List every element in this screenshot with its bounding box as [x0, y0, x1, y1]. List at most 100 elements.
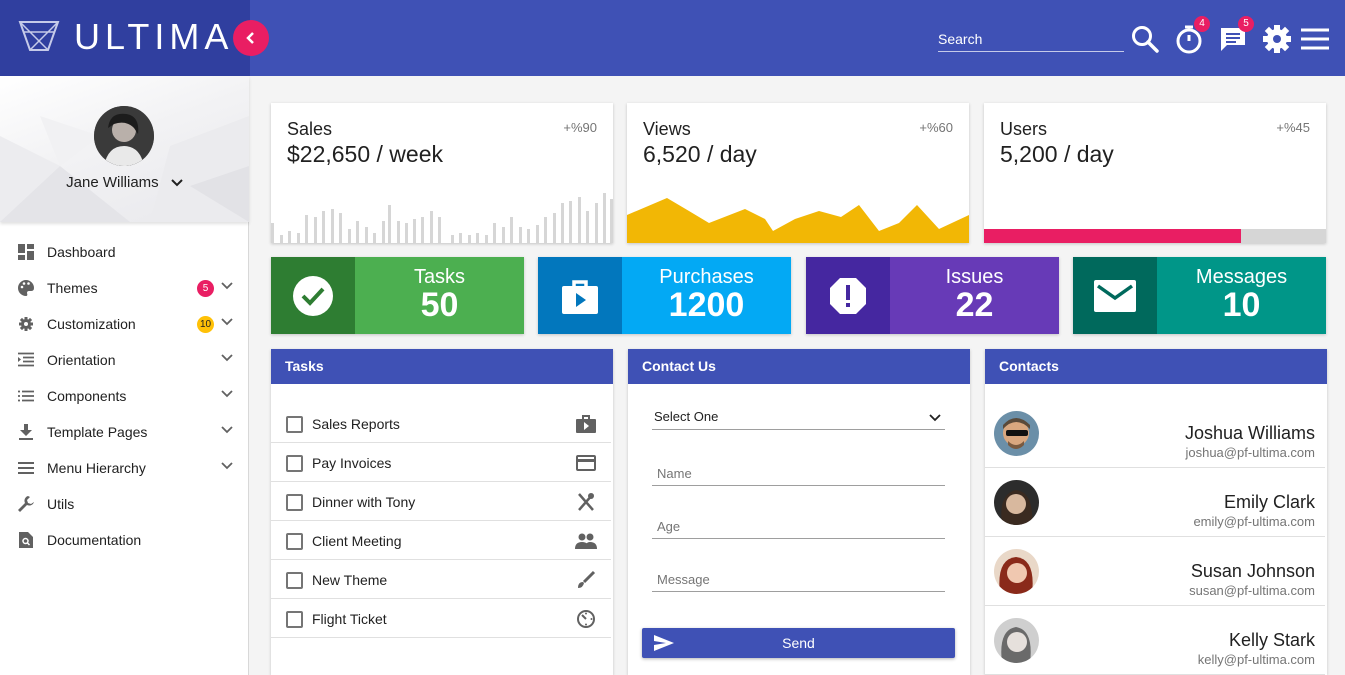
sidebar-item-template-pages[interactable]: Template Pages [0, 414, 249, 450]
tasks-panel: Tasks Sales Reports Pay Invoices Dinner … [271, 349, 613, 675]
messages-tile[interactable]: Messages 10 [1073, 257, 1326, 334]
card-change: +%60 [919, 120, 953, 135]
profile-menu-toggle[interactable]: Jane Williams [0, 174, 249, 191]
sidebar-item-utils[interactable]: Utils [0, 486, 249, 522]
chevron-down-icon [221, 354, 233, 362]
list-icon [16, 386, 36, 406]
chevron-down-icon [221, 318, 233, 326]
shopping-bag-icon [562, 279, 598, 314]
task-item: Sales Reports [271, 404, 611, 443]
sidebar-item-orientation[interactable]: Orientation [0, 342, 249, 378]
contact-item[interactable]: Joshua Williams joshua@pf-ultima.com [985, 399, 1325, 468]
task-checkbox[interactable] [286, 455, 303, 472]
users-progress-fill [984, 229, 1241, 243]
tasks-tile[interactable]: Tasks 50 [271, 257, 524, 334]
contact-avatar [994, 480, 1039, 525]
send-icon [654, 635, 674, 651]
download-icon [16, 422, 36, 442]
chevron-down-icon [221, 426, 233, 434]
messages-button[interactable]: 5 [1216, 16, 1254, 56]
chevron-down-icon [221, 462, 233, 470]
sidebar-item-menu-hierarchy[interactable]: Menu Hierarchy [0, 450, 249, 486]
messages-badge: 5 [1238, 16, 1254, 32]
people-icon [575, 531, 597, 551]
tile-value: 1200 [668, 286, 745, 324]
purchases-tile[interactable]: Purchases 1200 [538, 257, 791, 334]
task-item: Flight Ticket [271, 599, 611, 638]
sidebar-item-label: Themes [47, 280, 98, 296]
age-input[interactable] [652, 514, 945, 538]
task-checkbox[interactable] [286, 494, 303, 511]
subject-select[interactable]: Select One [652, 405, 945, 430]
chevron-down-icon [221, 390, 233, 398]
sidebar-item-label: Utils [47, 496, 75, 512]
task-label: New Theme [312, 572, 388, 588]
customization-badge: 10 [197, 316, 214, 333]
task-checkbox[interactable] [286, 611, 303, 628]
sidebar-item-label: Documentation [47, 532, 142, 548]
send-label: Send [782, 635, 815, 651]
contact-name: Susan Johnson [1190, 561, 1315, 581]
contact-us-panel: Contact Us Select One Send [628, 349, 970, 675]
task-item: Dinner with Tony [271, 482, 611, 521]
sales-sparkline-bars [271, 193, 613, 243]
sidebar-item-label: Orientation [47, 352, 116, 368]
name-input[interactable] [652, 461, 945, 485]
contact-name: Emily Clark [1223, 492, 1315, 512]
panel-title: Contacts [985, 349, 1327, 384]
tile-value: 50 [420, 286, 459, 324]
chevron-left-icon [246, 32, 254, 44]
sidebar-item-components[interactable]: Components [0, 378, 249, 414]
contact-item[interactable]: Susan Johnson susan@pf-ultima.com [985, 537, 1325, 606]
task-item: Client Meeting [271, 521, 611, 560]
sidebar: Jane Williams Dashboard Themes 5 Customi… [0, 76, 249, 675]
card-change: +%45 [1276, 120, 1310, 135]
search-button[interactable] [1128, 22, 1162, 56]
profile-background-pattern [0, 116, 249, 222]
card-value: 6,520 / day [643, 141, 757, 167]
name-field[interactable] [652, 461, 945, 486]
users-progress-track [984, 229, 1326, 243]
search-doc-icon [16, 530, 36, 550]
task-checkbox[interactable] [286, 533, 303, 550]
message-icon [1221, 28, 1245, 51]
tile-value: 10 [1222, 286, 1261, 324]
profile-avatar[interactable] [94, 106, 154, 166]
search-field[interactable] [938, 28, 1124, 52]
gear-icon [1263, 25, 1291, 53]
contact-name: Joshua Williams [1184, 423, 1315, 443]
app-name: ULTIMA [74, 16, 234, 57]
select-value: Select One [654, 409, 719, 424]
users-card: Users 5,200 / day +%45 [984, 103, 1326, 243]
chevron-down-icon [221, 282, 233, 290]
main-menu-button[interactable] [1298, 22, 1332, 56]
hamburger-menu-icon [1301, 28, 1329, 50]
collapse-sidebar-button[interactable] [233, 20, 269, 56]
sidebar-item-themes[interactable]: Themes 5 [0, 270, 249, 306]
alert-octagon-icon [830, 277, 866, 314]
task-checkbox[interactable] [286, 572, 303, 589]
issues-tile[interactable]: Issues 22 [806, 257, 1059, 334]
message-input[interactable] [652, 567, 945, 591]
tile-icon-area [1073, 257, 1157, 334]
message-field[interactable] [652, 567, 945, 592]
contacts-panel: Contacts Joshua Williams joshua@pf-ultim… [985, 349, 1327, 675]
panel-title: Contact Us [628, 349, 970, 384]
settings-button[interactable] [1260, 22, 1294, 56]
age-field[interactable] [652, 514, 945, 539]
task-label: Dinner with Tony [312, 494, 416, 510]
views-card: Views 6,520 / day +%60 [627, 103, 969, 243]
timer-button[interactable]: 4 [1172, 16, 1210, 56]
search-input[interactable] [938, 28, 1124, 50]
contact-item[interactable]: Emily Clark emily@pf-ultima.com [985, 468, 1325, 537]
tile-icon-area [806, 257, 890, 334]
task-checkbox[interactable] [286, 416, 303, 433]
sidebar-item-documentation[interactable]: Documentation [0, 522, 249, 558]
sidebar-item-dashboard[interactable]: Dashboard [0, 234, 249, 270]
profile-name: Jane Williams [66, 174, 159, 191]
sidebar-item-customization[interactable]: Customization 10 [0, 306, 249, 342]
send-button[interactable]: Send [642, 628, 955, 658]
task-item: New Theme [271, 560, 611, 599]
tile-label: Tasks [413, 266, 466, 288]
contact-item[interactable]: Kelly Stark kelly@pf-ultima.com [985, 606, 1325, 675]
